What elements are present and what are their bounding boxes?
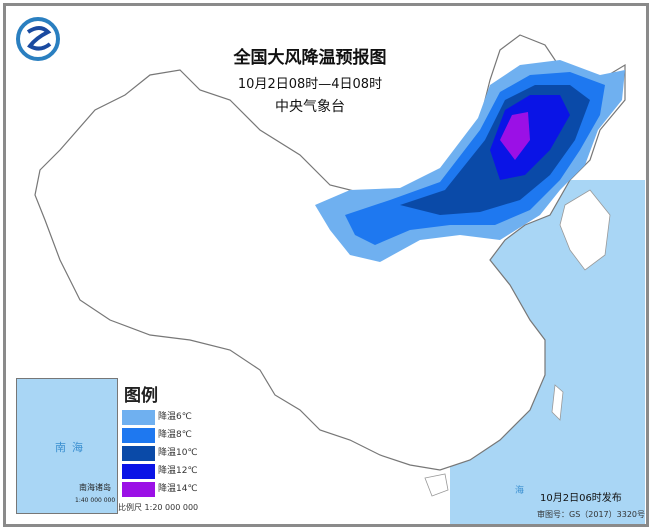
legend-label: 降温12℃ xyxy=(158,466,198,476)
legend-label: 降温14℃ xyxy=(158,484,198,494)
map-frame xyxy=(3,3,649,527)
legend-item: 降温10℃ xyxy=(122,446,198,461)
cooling-areas xyxy=(315,60,625,262)
inset-name: 南海诸岛 xyxy=(79,483,111,492)
taiwan xyxy=(551,384,564,421)
map-title: 全国大风降温预报图 xyxy=(233,48,387,68)
legend-item: 降温6℃ xyxy=(122,410,192,425)
legend-swatch xyxy=(122,410,155,425)
legend-label: 降温6℃ xyxy=(158,412,192,422)
south-china-sea-inset: 南海 南海诸岛 1:40 000 000 xyxy=(16,378,118,514)
legend-swatch xyxy=(122,428,155,443)
logo-swirl xyxy=(26,26,52,51)
cooling-12 xyxy=(490,95,570,180)
sea-label: 海 xyxy=(515,486,525,496)
inset-sea-label: 南海 xyxy=(55,441,89,454)
legend-item: 降温8℃ xyxy=(122,428,192,443)
logo xyxy=(16,17,60,61)
legend-swatch xyxy=(122,482,155,497)
legend-swatch xyxy=(122,446,155,461)
issuer: 中央气象台 xyxy=(275,99,345,115)
hainan xyxy=(424,473,449,497)
legend-item: 降温12℃ xyxy=(122,464,198,479)
korea-peninsula xyxy=(559,189,611,271)
forecast-period: 10月2日08时—4日08时 xyxy=(237,77,383,92)
legend-label: 降温8℃ xyxy=(158,430,192,440)
legend-label: 降温10℃ xyxy=(158,448,198,458)
inset-scale: 1:40 000 000 xyxy=(75,497,116,504)
legend-item: 降温14℃ xyxy=(122,482,198,497)
cooling-14 xyxy=(500,112,530,160)
publish-time: 10月2日06时发布 xyxy=(540,493,622,504)
cma-logo-icon xyxy=(16,17,60,61)
legend-title: 图例 xyxy=(124,386,158,406)
legend: 图例 降温6℃ 降温8℃ 降温10℃ 降温12℃ 降温14℃ xyxy=(118,386,226,512)
approval-number: 审图号：GS（2017）3320号 xyxy=(537,510,645,519)
map-scale: 比例尺 1:20 000 000 xyxy=(118,503,199,512)
legend-swatch xyxy=(122,464,155,479)
